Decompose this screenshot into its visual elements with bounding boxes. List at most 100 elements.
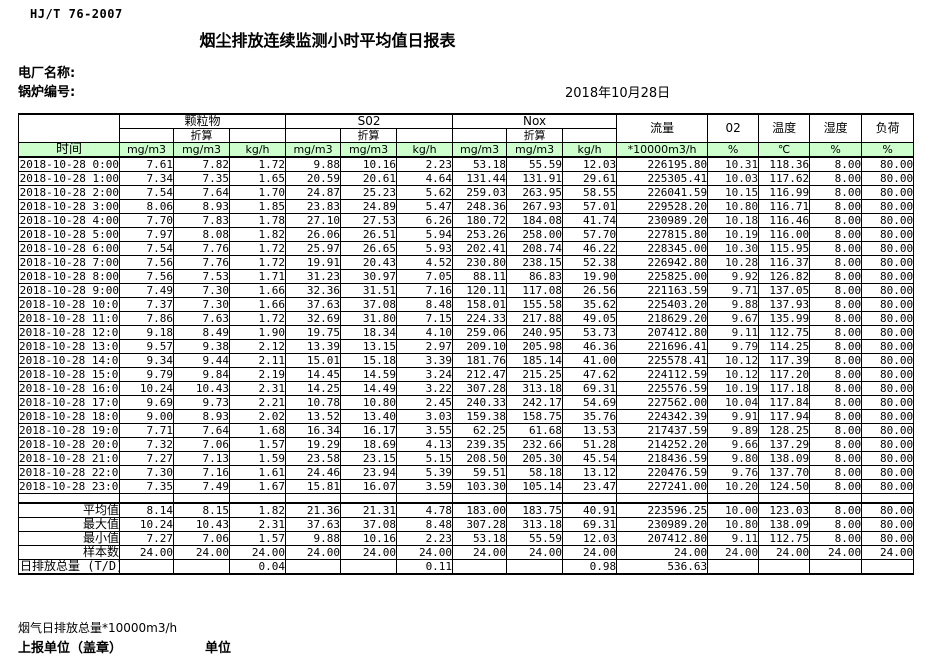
cell: 12.03 xyxy=(562,530,618,546)
boiler-number-label: 锅炉编号: xyxy=(18,85,76,100)
cell: 131.44 xyxy=(452,171,508,186)
cell: 137.70 xyxy=(758,465,811,480)
cell: 27.53 xyxy=(340,213,398,228)
cell: 8.00 xyxy=(809,311,863,326)
cell: 8.93 xyxy=(173,409,230,424)
cell: 9.73 xyxy=(173,395,230,410)
cell: 112.75 xyxy=(758,530,811,546)
table-row: 2018-10-28 13:00 9.57 9.38 2.12 13.39 13.15 2.… xyxy=(18,339,915,354)
cell: 9.80 xyxy=(707,451,760,466)
cell: 69.31 xyxy=(562,381,618,396)
cell: 16.07 xyxy=(340,479,398,494)
cell: 47.62 xyxy=(562,367,618,382)
cell: 37.08 xyxy=(340,516,398,532)
cell: 2.19 xyxy=(228,367,287,382)
cell: 8.00 xyxy=(809,199,863,214)
cell: 2.31 xyxy=(228,381,287,396)
cell: 8.00 xyxy=(809,423,863,438)
cell: 80.00 xyxy=(861,479,915,494)
summary-label: 最大值 xyxy=(18,516,120,532)
cell: 232.66 xyxy=(506,437,564,452)
cell: 10.19 xyxy=(707,227,760,242)
cell: 183.75 xyxy=(506,502,564,518)
cell: 26.51 xyxy=(340,227,398,242)
report-date: 2018年10月28日 xyxy=(565,86,671,101)
cell: 208.74 xyxy=(506,241,564,256)
cell: 158.01 xyxy=(452,297,508,312)
cell: 9.44 xyxy=(173,353,230,368)
cell: 41.00 xyxy=(562,353,618,368)
cell: 24.00 xyxy=(452,544,508,560)
cell xyxy=(119,558,174,575)
cell: 80.00 xyxy=(861,353,915,368)
table-row: 2018-10-28 11:00 7.86 7.63 1.72 32.69 31.80 7.… xyxy=(18,311,915,326)
unit-label: 单位 xyxy=(205,641,232,656)
cell: 15.81 xyxy=(285,479,342,494)
cell: 3.22 xyxy=(396,381,454,396)
summary-label: 日排放总量 (T/D) xyxy=(18,558,120,575)
unit-so2-converted: mg/m3 xyxy=(340,142,398,158)
cell: 8.48 xyxy=(396,516,454,532)
unit-humidity: % xyxy=(809,142,863,158)
spacer-row xyxy=(18,493,915,504)
cell: 7.30 xyxy=(173,297,230,312)
cell: 212.47 xyxy=(452,367,508,382)
time-cell: 2018-10-28 6:00 xyxy=(18,241,120,256)
cell: 8.00 xyxy=(809,339,863,354)
cell: 8.00 xyxy=(809,502,863,518)
cell: 226041.59 xyxy=(616,185,709,200)
cell: 137.05 xyxy=(758,283,811,298)
cell: 202.41 xyxy=(452,241,508,256)
cell: 225578.41 xyxy=(616,353,709,368)
table-row: 2018-10-28 8:00 7.56 7.53 1.71 31.23 30.97 7.0… xyxy=(18,269,915,284)
cell: 80.00 xyxy=(861,269,915,284)
col-flow: 流量 xyxy=(616,113,709,143)
cell: 19.75 xyxy=(285,325,342,340)
cell: 7.32 xyxy=(119,437,174,452)
cell: 10.19 xyxy=(707,381,760,396)
group-header-row: 颗粒物 S02 Nox 流量 02 温度 湿度 负荷 xyxy=(18,113,915,143)
time-cell: 2018-10-28 2:00 xyxy=(18,185,120,200)
table-row: 2018-10-28 14:00 9.34 9.44 2.11 15.01 15.18 3.… xyxy=(18,353,915,368)
col-humidity: 湿度 xyxy=(809,113,863,143)
table-row: 2018-10-28 9:00 7.49 7.30 1.66 32.36 31.51 7.1… xyxy=(18,283,915,298)
cell: 24.00 xyxy=(562,544,618,560)
table-row: 2018-10-28 22:00 7.30 7.16 1.61 24.46 23.94 5.… xyxy=(18,465,915,480)
cell: 131.91 xyxy=(506,171,564,186)
cell: 2.97 xyxy=(396,339,454,354)
cell: 37.63 xyxy=(285,297,342,312)
cell: 7.30 xyxy=(173,283,230,298)
cell: 117.84 xyxy=(758,395,811,410)
cell: 9.71 xyxy=(707,283,760,298)
cell: 0.04 xyxy=(228,558,287,575)
cell: 226195.80 xyxy=(616,156,709,172)
unit-temperature: ℃ xyxy=(758,142,811,158)
cell: 35.62 xyxy=(562,297,618,312)
cell: 7.71 xyxy=(119,423,174,438)
time-header-spacer xyxy=(18,113,120,143)
cell: 54.69 xyxy=(562,395,618,410)
cell: 239.35 xyxy=(452,437,508,452)
cell xyxy=(452,558,508,575)
cell: 4.78 xyxy=(396,502,454,518)
table-row: 2018-10-28 4:00 7.70 7.83 1.78 27.10 27.53 6.2… xyxy=(18,213,915,228)
cell: 135.99 xyxy=(758,311,811,326)
cell: 23.47 xyxy=(562,479,618,494)
cell: 1.85 xyxy=(228,199,287,214)
cell: 8.00 xyxy=(809,530,863,546)
cell: 52.38 xyxy=(562,255,618,270)
cell: 8.00 xyxy=(809,451,863,466)
cell: 116.99 xyxy=(758,185,811,200)
time-cell: 2018-10-28 21:00 xyxy=(18,451,120,466)
cell: 225403.20 xyxy=(616,297,709,312)
cell xyxy=(506,558,564,575)
cell: 10.16 xyxy=(340,156,398,172)
cell: 214252.20 xyxy=(616,437,709,452)
report-table: 颗粒物 S02 Nox 流量 02 温度 湿度 负荷 折算 折算 折算 时间 m… xyxy=(18,113,915,575)
cell: 12.03 xyxy=(562,156,618,172)
cell: 180.72 xyxy=(452,213,508,228)
cell: 307.28 xyxy=(452,516,508,532)
cell: 116.00 xyxy=(758,227,811,242)
cell: 8.00 xyxy=(809,516,863,532)
plant-name-label: 电厂名称: xyxy=(18,66,76,81)
